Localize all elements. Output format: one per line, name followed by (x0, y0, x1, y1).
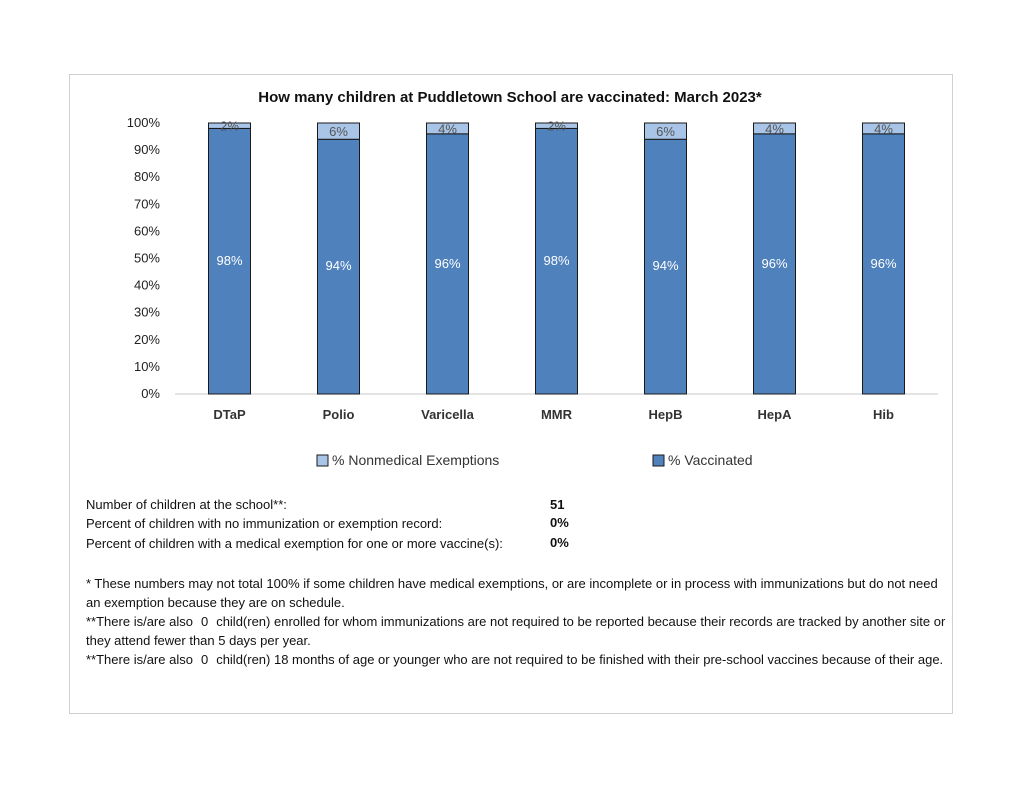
data-label-vaccinated: 96% (761, 256, 787, 271)
bar-nonmedical-exemption (753, 122, 796, 135)
y-tick-label: 60% (134, 223, 160, 238)
y-tick-label: 50% (134, 251, 160, 266)
data-label-exemption: 2% (547, 119, 566, 134)
y-tick-label: 80% (134, 169, 160, 184)
x-category-label: MMR (541, 407, 573, 422)
chart-title: How many children at Puddletown School a… (258, 89, 762, 106)
x-category-label: Varicella (421, 407, 475, 422)
legend-label: % Nonmedical Exemptions (332, 452, 499, 468)
data-label-vaccinated: 98% (543, 253, 569, 268)
stat-children-count-label: Number of children at the school**: (86, 497, 287, 512)
data-label-vaccinated: 98% (216, 253, 242, 268)
footnote-tracked-prefix: **There is/are also (86, 614, 193, 629)
legend-label: % Vaccinated (668, 452, 753, 468)
stat-children-count-value: 51 (550, 497, 565, 512)
bar-nonmedical-exemption (644, 122, 687, 140)
data-label-exemption: 2% (220, 119, 239, 134)
x-category-label: Hib (873, 407, 894, 422)
y-tick-label: 70% (134, 196, 160, 211)
y-tick-label: 90% (134, 142, 160, 157)
bar-vaccinated (644, 138, 687, 395)
y-tick-label: 100% (127, 115, 161, 130)
footnote-young-prefix: **There is/are also (86, 652, 193, 667)
data-label-exemption: 4% (874, 121, 893, 136)
bar-nonmedical-exemption (317, 122, 360, 140)
vaccination-chart: How many children at Puddletown School a… (127, 89, 938, 468)
data-label-exemption: 6% (329, 124, 348, 139)
bar-vaccinated (208, 127, 251, 395)
bar-vaccinated (317, 138, 360, 395)
stat-no-record-label: Percent of children with no immunization… (86, 516, 443, 531)
footnote-tracked-suffix: child(ren) enrolled for whom immunizatio… (86, 614, 946, 648)
data-label-exemption: 4% (765, 121, 784, 136)
data-label-exemption: 6% (656, 124, 675, 139)
footnote-young-count: 0 (200, 652, 209, 667)
stat-no-record-value: 0% (550, 515, 569, 530)
y-tick-label: 30% (134, 305, 160, 320)
x-category-label: DTaP (213, 407, 246, 422)
footnote-under-18-months: **There is/are also 0 child(ren) 18 months… (86, 650, 946, 669)
bar-nonmedical-exemption (862, 122, 905, 135)
bar-nonmedical-exemption (535, 122, 578, 129)
x-category-label: HepA (758, 407, 793, 422)
data-label-exemption: 4% (438, 121, 457, 136)
footnote-tracked-elsewhere: **There is/are also 0 child(ren) enrolled … (86, 612, 946, 650)
x-category-label: Polio (323, 407, 355, 422)
footnote-tracked-count: 0 (200, 614, 209, 629)
legend-swatch (316, 454, 329, 467)
stat-medical-exemption-value: 0% (550, 535, 569, 550)
footnote-totals: * These numbers may not total 100% if so… (86, 576, 938, 610)
data-label-vaccinated: 94% (652, 258, 678, 273)
y-tick-label: 40% (134, 278, 160, 293)
bar-nonmedical-exemption (208, 122, 251, 129)
data-label-vaccinated: 94% (325, 258, 351, 273)
y-tick-label: 20% (134, 332, 160, 347)
bar-vaccinated (426, 133, 469, 395)
footnotes: * These numbers may not total 100% if so… (86, 574, 946, 669)
y-tick-label: 10% (134, 359, 160, 374)
data-label-vaccinated: 96% (870, 256, 896, 271)
report-frame (69, 74, 953, 714)
stat-medical-exemption-label: Percent of children with a medical exemp… (86, 536, 503, 551)
y-tick-label: 0% (141, 386, 160, 401)
footnote-young-suffix: child(ren) 18 months of age or younger w… (216, 652, 944, 667)
legend-swatch (652, 454, 665, 467)
bar-nonmedical-exemption (426, 122, 469, 135)
bar-vaccinated (535, 127, 578, 395)
x-category-label: HepB (649, 407, 683, 422)
data-label-vaccinated: 96% (434, 256, 460, 271)
